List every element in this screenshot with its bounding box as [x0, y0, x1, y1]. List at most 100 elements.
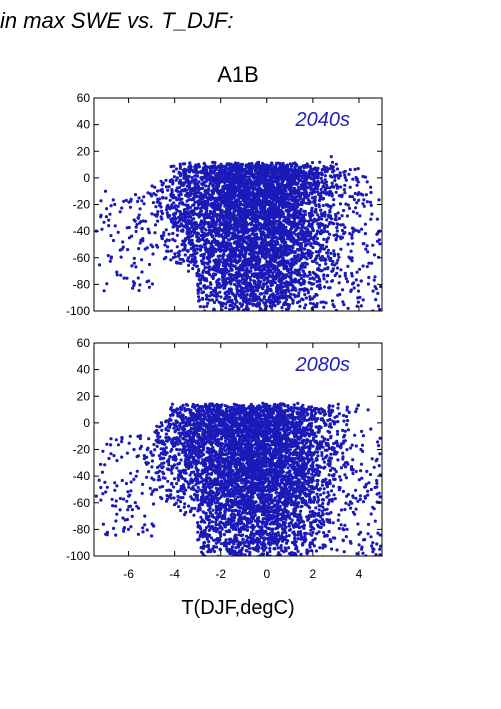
scatter-point [279, 284, 283, 289]
scatter-point [274, 235, 278, 239]
scatter-point [228, 187, 232, 191]
scatter-point [333, 263, 337, 267]
scatter-point [335, 186, 339, 190]
scatter-point [353, 191, 357, 196]
scatter-point [308, 301, 313, 305]
scatter-point [346, 203, 350, 207]
scatter-point [189, 241, 193, 245]
scatter-point [322, 277, 326, 281]
scatter-point [289, 264, 293, 269]
scatter-point [212, 300, 217, 305]
scatter-point [205, 256, 209, 260]
scatter-point [322, 211, 326, 215]
scatter-point [229, 171, 233, 176]
scatter-point [312, 277, 316, 281]
scatter-point [230, 200, 234, 204]
scatter-point [266, 227, 270, 231]
scatter-point [214, 223, 218, 227]
scatter-point [170, 179, 174, 183]
scatter-point [282, 267, 286, 271]
scatter-point [357, 198, 361, 202]
scatter-point [184, 174, 189, 179]
scatter-point [196, 184, 201, 189]
scatter-point [259, 292, 263, 296]
scatter-point [325, 251, 329, 255]
scatter-point [285, 163, 289, 167]
scatter-point [278, 235, 282, 239]
scatter-point [339, 235, 343, 239]
scatter-point [345, 280, 350, 284]
scatter-point [308, 273, 312, 277]
scatter-point [316, 184, 320, 188]
scatter-point [299, 207, 303, 211]
scatter-point [284, 189, 288, 193]
scatter-point [266, 286, 270, 290]
scatter-point [268, 301, 272, 305]
scatter-point [342, 208, 346, 213]
scatter-point [309, 243, 313, 248]
scatter-point [263, 303, 267, 307]
scatter-point [179, 192, 183, 196]
scatter-point [272, 223, 276, 227]
scatter-point [292, 243, 296, 247]
scatter-point [241, 254, 245, 258]
scatter-point [351, 210, 356, 214]
scatter-point [326, 236, 331, 240]
scatter-point [218, 268, 222, 272]
scatter-point [243, 230, 248, 234]
scatter-point [261, 284, 265, 289]
scatter-point [222, 219, 226, 223]
scatter-point [331, 311, 334, 314]
scatter-point [290, 183, 294, 187]
scatter-point [338, 202, 343, 206]
scatter-point [302, 196, 306, 200]
scatter-point [304, 303, 308, 307]
scatter-point [231, 292, 235, 296]
scatter-point [283, 281, 287, 285]
scatter-point [209, 291, 213, 295]
scatter-point [173, 220, 177, 224]
scatter-point [275, 286, 279, 290]
scatter-point [355, 183, 359, 187]
scatter-point [343, 169, 347, 173]
scatter-point [312, 238, 316, 242]
scatter-point [204, 240, 208, 244]
scatter-point [297, 238, 301, 242]
scatter-point [247, 188, 251, 192]
scatter-point [168, 214, 172, 218]
scatter-point [208, 294, 212, 298]
scatter-point [197, 215, 201, 219]
scatter-point [172, 169, 176, 173]
scatter-point [193, 226, 197, 231]
scatter-point [325, 186, 329, 190]
scatter-point [214, 258, 218, 262]
scatter-point [229, 219, 233, 223]
scatter-point [223, 185, 227, 189]
scatter-point [223, 266, 227, 270]
scatter-point [240, 192, 244, 196]
scatter-point [237, 163, 241, 167]
scatter-point [210, 228, 214, 232]
scatter-point [311, 229, 315, 233]
scatter-point [316, 284, 320, 288]
scatter-point [200, 171, 204, 175]
scatter-point [134, 229, 138, 234]
scatter-point [330, 160, 335, 164]
scatter-point [219, 295, 223, 299]
scatter-point [229, 253, 233, 257]
scatter-point [167, 238, 171, 242]
scatter-point [313, 198, 317, 202]
scatter-point [270, 299, 274, 303]
scatter-point [301, 234, 305, 238]
scatter-point [253, 214, 257, 218]
scatter-point [210, 175, 214, 179]
scatter-point [302, 221, 306, 225]
scatter-point [213, 167, 217, 171]
scatter-point [197, 295, 201, 299]
scatter-point [271, 183, 275, 187]
scatter-point [307, 224, 311, 228]
scatter-point [167, 232, 171, 236]
scatter-point [214, 229, 218, 233]
scatter-point [324, 245, 329, 249]
scatter-point [295, 176, 299, 180]
